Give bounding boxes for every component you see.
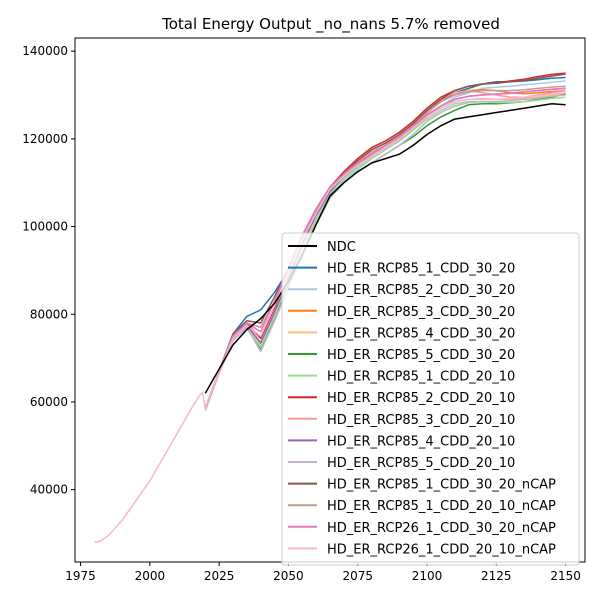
legend-label: HD_ER_RCP85_2_CDD_20_10 [327,391,515,406]
legend-box [281,232,580,566]
x-tick-label: 2100 [412,569,443,583]
x-tick-label: 2150 [550,569,581,583]
legend-label: HD_ER_RCP85_1_CDD_30_20_nCAP [327,478,556,493]
legend-label: HD_ER_RCP85_2_CDD_30_20 [327,283,515,298]
series-line-ndc [204,103,566,394]
x-tick-label: 2050 [273,569,304,583]
legend-label: HD_ER_RCP85_5_CDD_20_10 [327,456,515,471]
legend-label: HD_ER_RCP85_3_CDD_30_20 [327,305,515,320]
series-line-hd-er-rcp26-1-cdd-20-10-ncap [204,92,566,409]
legend-label: HD_ER_RCP85_1_CDD_20_10_nCAP [327,499,556,514]
y-tick-label: 120000 [22,132,68,146]
y-tick-label: 100000 [22,220,68,234]
legend: NDC HD_ER_RCP85_1_CDD_30_20 HD_ER_RCP85_2_… [281,232,580,566]
x-tick-label: 2025 [204,569,235,583]
legend-label: HD_ER_RCP85_5_CDD_30_20 [327,348,515,363]
y-tick-label: 60000 [30,395,68,409]
legend-label: HD_ER_RCP85_4_CDD_30_20 [327,326,515,341]
legend-label: HD_ER_RCP85_4_CDD_20_10 [327,434,515,449]
x-tick-label: 2075 [342,569,373,583]
x-tick-label: 2125 [481,569,512,583]
legend-label: HD_ER_RCP26_1_CDD_20_10_nCAP [327,542,556,557]
chart-title: Total Energy Output _no_nans 5.7% remove… [161,15,500,34]
y-tick-label: 40000 [30,483,68,497]
legend-label: HD_ER_RCP85_1_CDD_20_10 [327,370,515,385]
legend-label: HD_ER_RCP85_3_CDD_20_10 [327,413,515,428]
series-line-hd-er-rcp85-5-cdd-20-10 [204,94,566,411]
legend-label: HD_ER_RCP85_1_CDD_30_20 [327,262,515,277]
y-tick-label: 140000 [22,44,68,58]
legend-label: HD_ER_RCP26_1_CDD_30_20_nCAP [327,521,556,536]
x-tick-label: 1975 [65,569,96,583]
series-line-hd-er-rcp85-1-cdd-20-10 [204,96,566,409]
historical-line [94,390,207,544]
y-tick-label: 80000 [30,307,68,321]
series-line-hd-er-rcp26-1-cdd-30-20-ncap [204,87,566,409]
x-tick-label: 2000 [135,569,166,583]
series-lines [94,72,566,544]
legend-label: NDC [327,240,356,255]
